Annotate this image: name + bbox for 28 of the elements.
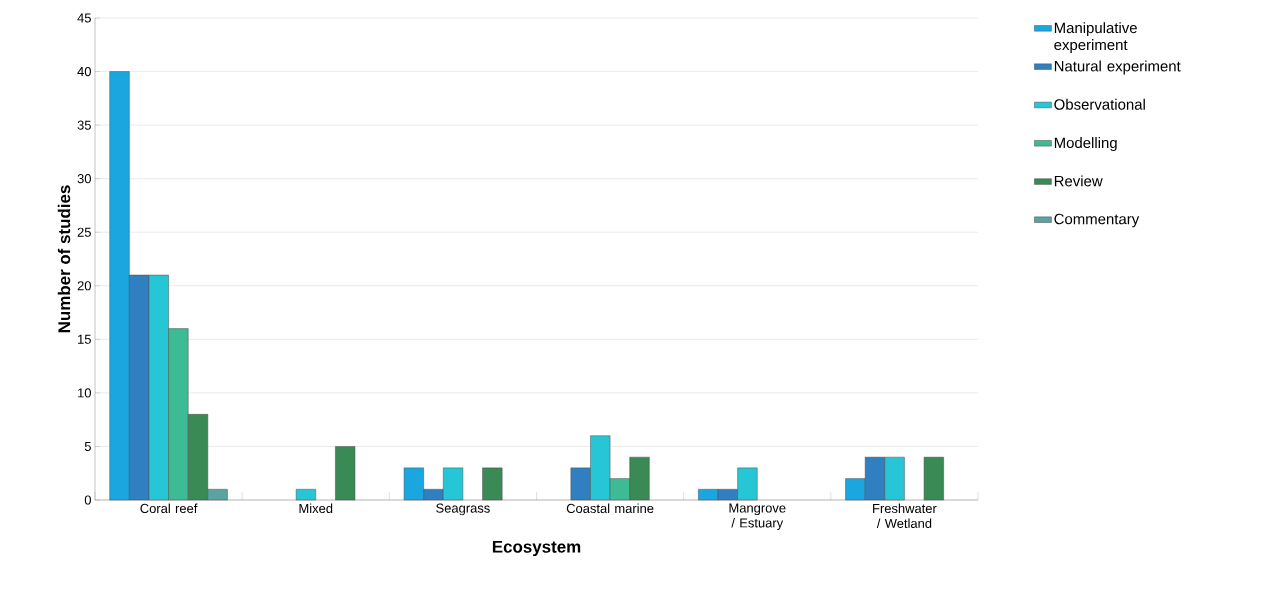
y-tick-label: 15 (78, 334, 91, 344)
bar (335, 446, 356, 501)
legend-label: Manipulative experiment (1054, 22, 1137, 54)
x-tick-label: Coral reef (140, 503, 198, 514)
legend-label: Commentary (1054, 213, 1140, 228)
y-tick-label: 0 (84, 495, 91, 505)
bar (923, 456, 944, 501)
y-tick-label: 30 (77, 174, 91, 184)
legend-label: Natural experiment (1054, 60, 1181, 75)
x-tick-label: Mixed (299, 503, 333, 514)
legend-label: Review (1054, 175, 1103, 187)
y-tick-label: 20 (77, 281, 91, 291)
y-tick-label: 40 (77, 66, 91, 77)
x-axis-title: Ecosystem (492, 540, 581, 557)
bar (482, 467, 503, 501)
y-tick-label: 5 (84, 441, 91, 451)
x-tick-label: Coastal marine (566, 503, 654, 514)
y-tick-label: 45 (77, 13, 91, 23)
y-tick-label: 35 (77, 120, 91, 130)
legend-label: Observational (1054, 98, 1145, 110)
x-tick-label: Seagrass (436, 503, 490, 516)
x-tick-label: Mangrove / Estuary (729, 503, 786, 531)
bar (295, 489, 316, 501)
y-axis-title: Number of studies (57, 185, 71, 333)
x-tick-label: Freshwater / Wetland (873, 503, 937, 528)
y-tick-label: 10 (78, 388, 91, 398)
legend-label: Modelling (1054, 137, 1117, 152)
y-tick-label: 25 (77, 227, 91, 237)
